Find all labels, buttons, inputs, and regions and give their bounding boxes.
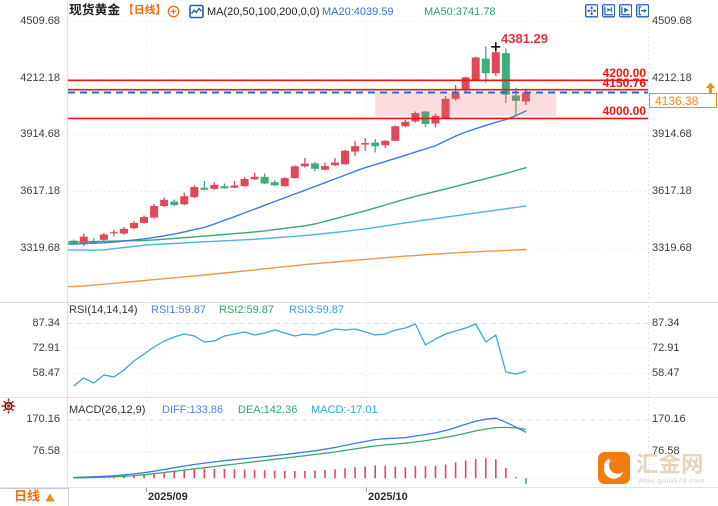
period-tag bbox=[123, 4, 166, 18]
axis-tick-label: 3319.68 bbox=[652, 241, 692, 254]
level-price-label: 4000.00 bbox=[602, 104, 646, 119]
ma50-line bbox=[67, 166, 527, 243]
period-selector-button[interactable] bbox=[0, 488, 69, 506]
ma-lines-layer bbox=[67, 110, 527, 288]
dea-value-label: DEA:142.36 bbox=[238, 404, 298, 416]
current-price-value: 4136.38 bbox=[655, 93, 699, 108]
axis-tick-label: 4509.68 bbox=[652, 14, 692, 27]
period-dropdown-arrow-icon bbox=[44, 493, 55, 502]
axis-tick-label: 87.34 bbox=[32, 316, 60, 329]
rsi2-value-label: RSI2:59.87 bbox=[219, 304, 275, 316]
diff-line bbox=[73, 417, 527, 479]
rsi-line bbox=[73, 323, 527, 387]
x-axis-tick bbox=[146, 488, 147, 492]
axis-tick-label: 87.34 bbox=[652, 316, 680, 329]
axis-tick-label: 3617.18 bbox=[652, 184, 692, 197]
candles-layer bbox=[69, 45, 530, 247]
ma20-value-label: MA20:4039.59 bbox=[322, 6, 394, 18]
axis-tick-label: 76.58 bbox=[652, 445, 680, 458]
axis-tick-label: 170.16 bbox=[26, 413, 60, 426]
ma50-value-label: MA50:3741.78 bbox=[424, 6, 496, 18]
macd-value-label: MACD:-17.01 bbox=[311, 404, 378, 416]
grid-layer bbox=[68, 0, 648, 487]
ma20-line bbox=[67, 110, 527, 245]
axis-tick-label: 3914.68 bbox=[20, 128, 60, 141]
axis-tick-label: 58.47 bbox=[652, 367, 680, 380]
axis-tick-label: 4212.18 bbox=[652, 71, 692, 84]
axis-tick-label: 3319.68 bbox=[20, 241, 60, 254]
axis-tick-label: 72.91 bbox=[652, 342, 680, 354]
watermark-brand bbox=[636, 452, 704, 484]
site-logo-icon bbox=[598, 452, 630, 484]
rsi1-value-label: RSI1:59.87 bbox=[151, 304, 207, 316]
zone-layer bbox=[375, 92, 557, 116]
ma200-line bbox=[67, 248, 527, 288]
axis-tick-label: 170.16 bbox=[652, 413, 686, 426]
axis-tick-label: 76.58 bbox=[32, 445, 60, 458]
add-indicator-icon[interactable] bbox=[167, 5, 180, 18]
price-up-arrow-icon bbox=[705, 82, 716, 93]
x-axis-label: 2025/09 bbox=[148, 491, 188, 503]
diff-value-label: DIFF:133.86 bbox=[162, 404, 224, 416]
dea-line bbox=[73, 426, 527, 479]
axis-tick-label: 4509.68 bbox=[20, 14, 60, 27]
ma-settings-label: MA(20,50,100,200,0,0) bbox=[207, 6, 320, 18]
x-axis-label: 2025/10 bbox=[368, 491, 408, 503]
rsi-layer bbox=[73, 323, 527, 387]
x-axis-tick bbox=[366, 488, 367, 492]
macd-settings-label: MACD(26,12,9) bbox=[69, 404, 146, 416]
crosshair-move-icon[interactable] bbox=[585, 4, 599, 18]
site-watermark: www.gold678.com bbox=[598, 452, 718, 486]
highlight-zone bbox=[375, 92, 557, 116]
level-price-label: 4150.76 bbox=[602, 75, 646, 90]
jump-to-latest-icon[interactable] bbox=[635, 4, 649, 18]
frame-layer bbox=[0, 0, 718, 487]
axis-tick-label: 3914.68 bbox=[652, 128, 692, 141]
period-button-label bbox=[14, 488, 40, 506]
rsi-settings-label: RSI(14,14,14) bbox=[69, 304, 138, 316]
scale-axis-play-icon[interactable] bbox=[618, 4, 633, 18]
scale-axis-left-icon[interactable] bbox=[601, 4, 616, 18]
ma100-line bbox=[67, 205, 527, 251]
macd-layer bbox=[72, 417, 527, 485]
axis-tick-label: 3617.18 bbox=[20, 184, 60, 197]
indicator-settings-icon[interactable] bbox=[189, 4, 204, 19]
x-axis-bar[interactable]: 2025/09 2025/10 bbox=[0, 487, 718, 506]
level-price-label: 4200.00 bbox=[602, 66, 646, 81]
watermark-domain: www.gold678.com bbox=[638, 476, 705, 485]
current-price-tag: 4136.38 bbox=[649, 93, 717, 108]
symbol-title bbox=[69, 3, 120, 17]
annotations-layer bbox=[491, 42, 501, 52]
rsi3-value-label: RSI3:59.87 bbox=[289, 304, 345, 316]
axis-tick-label: 58.47 bbox=[32, 367, 60, 380]
axis-tick-label: 72.91 bbox=[32, 342, 60, 354]
high-price-annotation: 4381.29 bbox=[501, 31, 548, 46]
chart-toolbar bbox=[585, 4, 649, 18]
axis-tick-label: 4212.18 bbox=[20, 71, 60, 84]
levels-layer bbox=[68, 79, 648, 120]
live-indicator-icon[interactable] bbox=[1, 398, 16, 414]
